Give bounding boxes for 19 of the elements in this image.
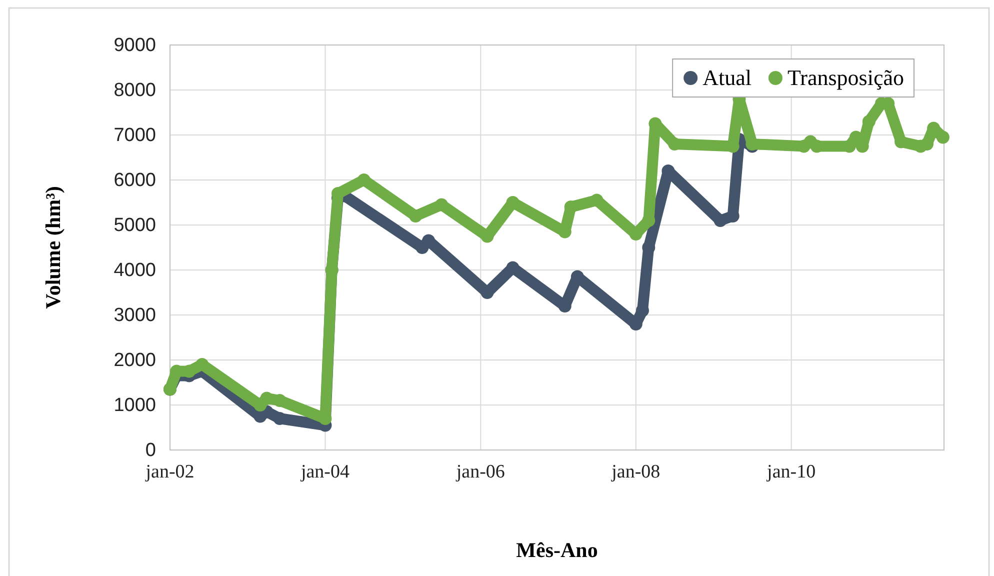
legend-label: Transposição: [787, 65, 904, 90]
y-tick-label: 7000: [114, 125, 156, 146]
x-tick-label: jan-08: [610, 461, 660, 482]
y-tick-label: 8000: [114, 80, 156, 102]
x-tick-label: jan-04: [300, 461, 350, 482]
y-tick-label: 0: [145, 440, 156, 462]
y-tick-label: 2000: [114, 350, 156, 372]
legend-label: Atual: [702, 65, 752, 90]
y-tick-label: 5000: [114, 215, 156, 236]
y-tick-label: 1000: [114, 395, 156, 416]
y-tick-label: 9000: [114, 35, 156, 56]
x-tick-label: jan-06: [455, 461, 505, 482]
y-tick-label: 6000: [114, 170, 156, 192]
y-axis-title: Volume (hm³): [41, 186, 65, 309]
y-tick-label: 4000: [114, 260, 156, 282]
x-axis-title: Mês-Ano: [516, 538, 598, 562]
y-tick-label: 3000: [114, 305, 156, 326]
x-tick-label: jan-02: [144, 461, 194, 482]
x-tick-label: jan-10: [766, 461, 816, 482]
